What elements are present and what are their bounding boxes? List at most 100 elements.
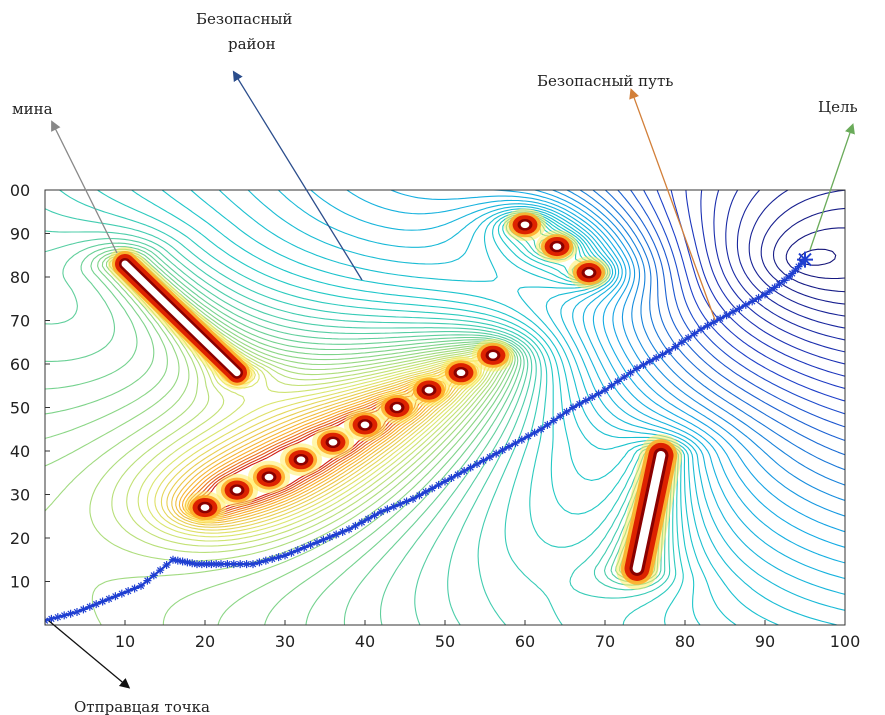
path-marker: [594, 389, 603, 398]
contour-line: [551, 190, 845, 517]
path-marker: [690, 329, 699, 338]
path-marker: [537, 425, 545, 434]
path-marker: [613, 377, 622, 386]
path-marker: [293, 546, 302, 555]
safe-area-label-line1: Безопасный: [196, 10, 292, 28]
start-label: Отправцая точка: [74, 698, 210, 715]
path-marker: [345, 525, 353, 534]
path-marker: [754, 293, 763, 302]
path-marker: [479, 456, 488, 465]
contour-line: [566, 190, 845, 502]
contour-line: [277, 190, 845, 611]
hazard-zones: [108, 208, 683, 590]
x-axis-ticks: 10 20 30 40 50 60 70 80 90 100: [115, 620, 860, 651]
path-marker: [47, 614, 56, 623]
path-marker: [383, 505, 392, 514]
safe-path-arrow: [629, 88, 716, 321]
safe-area-arrow: [232, 70, 363, 281]
path-marker: [524, 432, 533, 441]
path-marker: [652, 353, 661, 362]
goal-arrow: [809, 123, 855, 251]
path-marker: [98, 597, 107, 606]
y-tick-label: 50: [10, 399, 30, 418]
y-axis-ticks: 10 20 30 40 50 60 70 80 90 00: [10, 181, 50, 592]
contour-line: [760, 190, 845, 305]
path-marker: [357, 518, 366, 527]
path-marker: [735, 304, 744, 313]
path-marker: [281, 551, 289, 560]
path-marker: [722, 311, 731, 320]
path-marker: [149, 571, 158, 580]
path-marker: [85, 602, 94, 611]
path-marker: [217, 560, 225, 569]
path-marker: [143, 576, 152, 585]
path-marker: [377, 507, 385, 516]
path-marker: [543, 420, 552, 429]
path-marker: [197, 560, 206, 569]
path-marker: [765, 286, 774, 295]
path-marker: [421, 487, 430, 496]
y-tick-label: 60: [10, 355, 30, 374]
path-marker: [212, 560, 221, 569]
safe-path-label: Безопасный путь: [537, 72, 673, 90]
contour-line: [492, 190, 845, 548]
path-marker: [207, 560, 216, 569]
x-tick-label: 50: [435, 632, 455, 651]
contour-line: [700, 190, 845, 365]
path-marker: [511, 439, 520, 448]
path-marker: [193, 560, 201, 569]
mine-blob: [584, 269, 594, 277]
path-marker: [709, 318, 718, 327]
path-marker: [332, 530, 341, 539]
mine-layer: [121, 260, 241, 377]
path-marker: [173, 556, 182, 565]
path-marker: [485, 453, 494, 462]
y-tick-label: 00: [10, 181, 30, 200]
path-marker: [428, 484, 437, 493]
path-marker: [202, 560, 211, 569]
path-marker: [306, 540, 315, 549]
mine-blob: [200, 504, 210, 511]
mine-blob: [360, 421, 370, 429]
start-arrow: [48, 620, 131, 689]
path-marker: [620, 373, 629, 382]
mine-zone: [503, 208, 611, 289]
mine-blob: [392, 404, 402, 411]
path-marker: [130, 584, 139, 593]
goal-marker: [797, 251, 813, 268]
path-marker: [268, 554, 277, 563]
path-marker: [473, 460, 481, 469]
mine-zone: [615, 434, 683, 590]
path-marker: [517, 435, 526, 444]
path-marker: [562, 407, 571, 416]
path-marker: [249, 560, 257, 569]
path-marker: [601, 386, 609, 395]
path-marker: [729, 307, 737, 316]
path-marker: [633, 364, 641, 373]
path-marker: [105, 594, 113, 603]
contour-line: [785, 227, 845, 280]
path-marker: [92, 600, 101, 609]
path-marker: [671, 342, 680, 351]
contour-line: [736, 190, 845, 329]
contour-line: [390, 190, 845, 564]
x-tick-label: 70: [595, 632, 615, 651]
path-marker: [73, 607, 81, 616]
annotations: мина Безопасный район Безопасный путь Це…: [12, 10, 858, 715]
path-marker: [338, 527, 347, 536]
path-marker: [60, 611, 69, 620]
path-marker: [556, 412, 565, 421]
path-marker: [169, 555, 177, 564]
mine-blob: [552, 243, 562, 250]
path-marker: [370, 511, 379, 520]
mine-layer: [632, 450, 666, 573]
safe-path: [45, 251, 813, 625]
y-tick-label: 80: [10, 268, 30, 287]
path-marker: [111, 592, 120, 601]
path-marker: [716, 314, 725, 323]
path-marker: [761, 290, 769, 299]
path-marker: [287, 548, 296, 557]
mine-blob: [296, 456, 306, 464]
path-marker: [530, 428, 539, 437]
